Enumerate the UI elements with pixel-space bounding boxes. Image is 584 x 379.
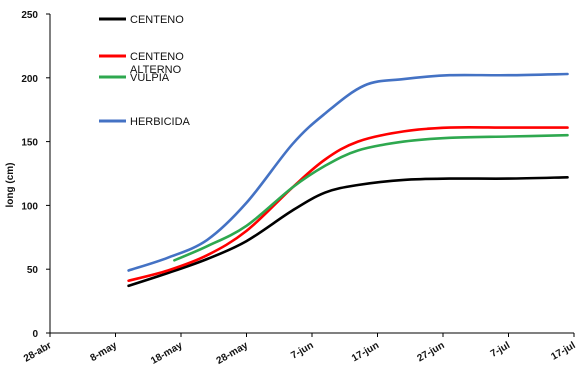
y-tick-label: 250 [21,10,38,21]
legend-label: CENTENO [130,14,184,26]
x-tick-label: 7-jun [289,340,315,361]
y-tick-label: 0 [32,329,38,340]
series-line-centeno-alterno [127,125,569,282]
x-tick-label: 7-jul [489,340,512,360]
x-tick-label: 27-jun [415,340,446,364]
x-tick-label: 17-jul [549,340,577,363]
y-axis-title: long (cm) [5,163,16,208]
series-line-centeno [127,176,569,288]
y-tick-label: 50 [27,265,39,276]
x-tick-label: 28-may [215,340,251,367]
legend-label: VULPIA [130,72,170,84]
series-line-herbicida [127,72,569,272]
y-tick-label: 100 [21,201,38,212]
legend-label: CENTENO ALTERNO [130,51,184,76]
series-line-vulpia [173,133,569,262]
x-tick-label: 28-abr [22,340,54,365]
x-tick-label: 18-may [149,340,185,367]
y-tick-label: 200 [21,74,38,85]
x-tick-label: 8-may [88,340,119,364]
x-tick-labels: 28-abr 8-may 18-may 28-may 7-jun 17-jun 27-jun… [22,333,578,367]
legend-label: HERBICIDA [130,116,191,128]
x-tick-label: 17-jun [350,340,381,364]
series-lines [127,72,569,288]
y-tick-label: 150 [21,138,38,149]
y-tick-labels: 0 50 100 150 200 250 [21,10,50,340]
